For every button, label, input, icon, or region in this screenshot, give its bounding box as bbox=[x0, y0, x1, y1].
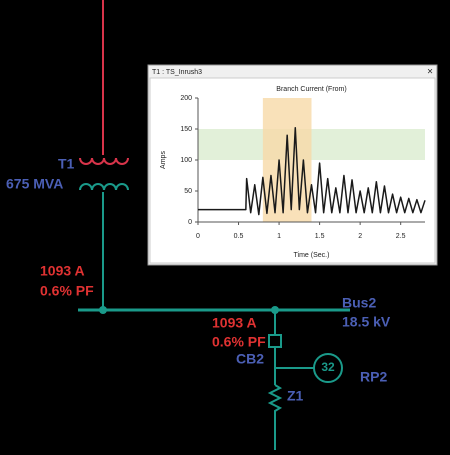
transformer-rating: 675 MVA bbox=[6, 176, 63, 192]
branch-pf: 0.6% PF bbox=[212, 334, 266, 350]
bus-name: Bus2 bbox=[342, 295, 376, 311]
relay-label: RP2 bbox=[360, 369, 387, 385]
x-tick-label: 0 bbox=[196, 233, 200, 240]
y-tick-label: 0 bbox=[188, 219, 192, 226]
x-tick-label: 1.5 bbox=[315, 233, 325, 240]
branch-current: 1093 A bbox=[212, 315, 257, 331]
y-axis-label: Amps bbox=[160, 151, 167, 169]
relay-number: 32 bbox=[321, 360, 335, 374]
x-tick-label: 0.5 bbox=[234, 233, 244, 240]
x-band bbox=[262, 98, 312, 222]
y-tick-label: 150 bbox=[180, 126, 192, 133]
current-trace bbox=[198, 127, 426, 216]
impedance-label: Z1 bbox=[287, 388, 304, 404]
x-tick-label: 2.5 bbox=[396, 233, 406, 240]
impedance bbox=[267, 384, 283, 450]
x-tick-label: 1 bbox=[277, 233, 281, 240]
secondary-winding bbox=[79, 183, 129, 191]
relay bbox=[313, 353, 343, 383]
y-tick-label: 200 bbox=[180, 95, 192, 102]
transformer-name: T1 bbox=[58, 156, 75, 172]
primary-winding bbox=[79, 157, 129, 165]
chart-title: Branch Current (From) bbox=[276, 86, 346, 93]
window-title: T1 : TS_Inrush3 bbox=[152, 69, 202, 76]
y-tick-label: 100 bbox=[180, 157, 192, 164]
bus-voltage: 18.5 kV bbox=[342, 314, 391, 330]
transformer-current: 1093 A bbox=[40, 263, 85, 279]
y-tick-label: 50 bbox=[184, 188, 192, 195]
x-axis-label: Time (Sec.) bbox=[294, 252, 330, 259]
breaker bbox=[268, 334, 282, 348]
node bbox=[99, 306, 107, 314]
close-button[interactable]: × bbox=[427, 67, 433, 78]
x-tick-label: 2 bbox=[358, 233, 362, 240]
breaker-label: CB2 bbox=[236, 351, 264, 367]
transformer-pf: 0.6% PF bbox=[40, 283, 94, 299]
